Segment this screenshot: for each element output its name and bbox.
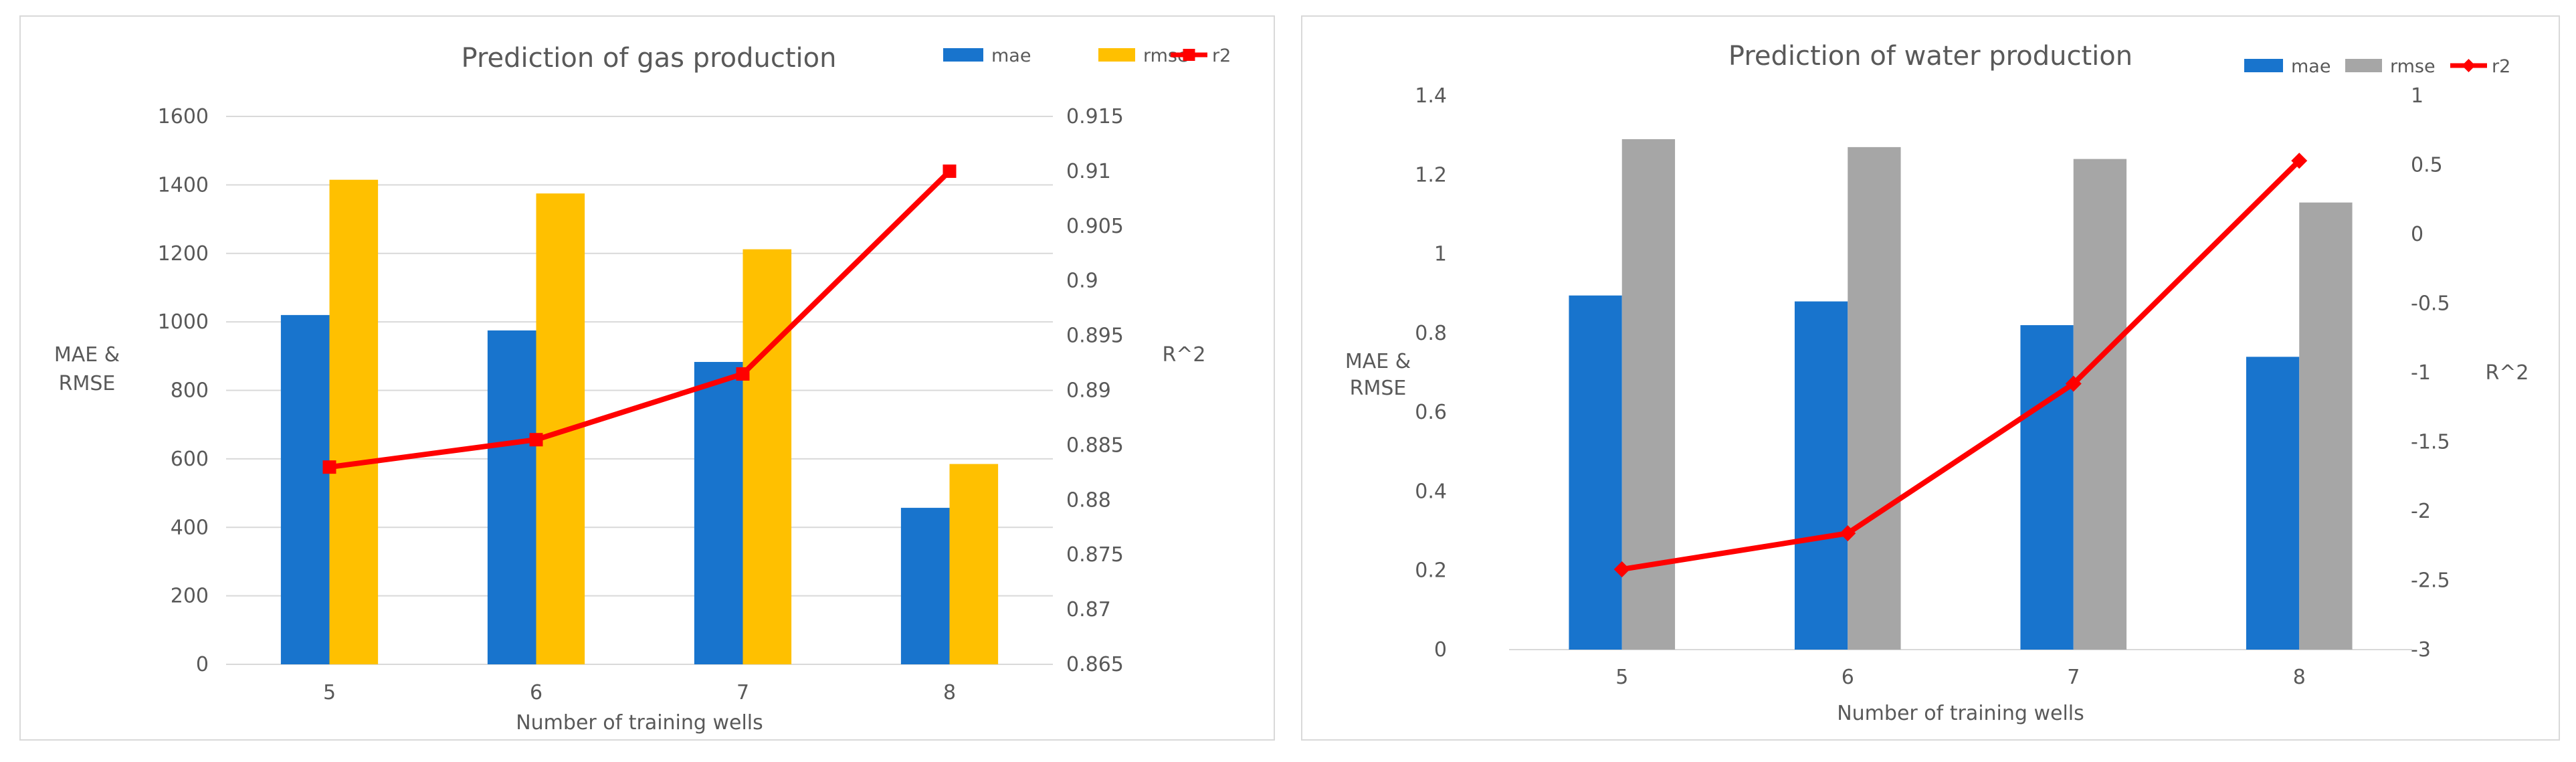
marker-r2-6 (1840, 525, 1856, 542)
y2-axis-title: R^2 (1162, 343, 1205, 367)
bar-rmse-5 (1621, 139, 1676, 650)
x-tick-label: 8 (2293, 666, 2306, 689)
chart-2: 0 0.2 0.4 0.6 0.8 1 1.2 1.4 -3 -2.5 -2 -1.5 -1 -0.5 0 0… (1301, 15, 2560, 741)
y-tick-label: 1200 (158, 242, 209, 266)
line-r2 (328, 169, 952, 470)
bar-mae-8 (900, 508, 950, 664)
y2-tick-label: 0.885 (1066, 434, 1124, 457)
legend-swatch-rmse (2345, 59, 2382, 72)
y-tick-label: 600 (171, 448, 209, 471)
y-tick-label: 0.2 (1415, 559, 1447, 583)
x-tick-label: 5 (1615, 666, 1628, 689)
x-axis-title: Number of training wells (516, 711, 763, 735)
bar-mae-8 (2246, 357, 2300, 650)
bar-mae-5 (1569, 295, 1622, 650)
legend-label-r2: r2 (1212, 45, 1231, 66)
y-tick-label: 1.4 (1415, 84, 1447, 108)
y2-tick-label: 0.905 (1066, 215, 1124, 238)
y-tick-label: 0.4 (1415, 480, 1447, 503)
bar-rmse-5 (329, 179, 379, 664)
legend-swatch-mae (2244, 59, 2283, 72)
y-axis-title-line2: RMSE (1350, 377, 1407, 400)
y2-tick-label: -0.5 (2411, 292, 2450, 316)
y2-tick-label: 0.91 (1066, 160, 1111, 183)
y-tick-label: 0 (1434, 638, 1447, 662)
marker-r2-6 (529, 433, 543, 447)
bar-mae-5 (280, 314, 330, 664)
x-tick-label: 6 (530, 681, 542, 704)
legend-label-mae: mae (991, 45, 1031, 66)
y2-tick-label: 0.875 (1066, 543, 1124, 567)
bar-rmse-7 (742, 249, 792, 664)
y-axis-title-line1: MAE & (1345, 350, 1411, 373)
y-tick-label: 0 (196, 653, 209, 676)
x-tick-label: 7 (736, 681, 749, 704)
y2-tick-label: 1 (2411, 84, 2423, 108)
y-tick-label: 1400 (158, 173, 209, 197)
y-tick-label: 400 (171, 516, 209, 539)
y2-tick-label: 0.89 (1066, 379, 1111, 403)
y2-tick-label: -1 (2411, 361, 2431, 385)
legend: mae rmse r2 (2244, 56, 2510, 77)
y-tick-label: 1.2 (1415, 163, 1447, 187)
y-tick-label: 200 (171, 585, 209, 608)
bar-mae-6 (1794, 301, 1848, 650)
y2-tick-label: 0.5 (2411, 154, 2443, 177)
marker-r2-5 (322, 460, 336, 474)
marker-r2-8 (2291, 153, 2308, 169)
bar-rmse-8 (949, 464, 999, 664)
marker-r2-5 (1613, 561, 1630, 577)
y2-tick-label: 0.9 (1066, 270, 1098, 293)
x-tick-label: 5 (323, 681, 336, 704)
legend-label-mae: mae (2291, 56, 2331, 77)
y-tick-label: 1 (1434, 243, 1447, 266)
chart-frame (1301, 15, 2560, 741)
y2-tick-label: 0.895 (1066, 324, 1124, 348)
x-tick-label: 8 (943, 681, 956, 704)
legend-swatch-mae (943, 48, 983, 62)
chart-frame (19, 15, 1275, 741)
bar-mae-6 (487, 330, 536, 664)
y-tick-label: 0.6 (1415, 401, 1447, 424)
y-tick-label: 800 (171, 379, 209, 403)
bar-rmse-6 (1848, 147, 1901, 650)
chart-title: Prediction of water production (1728, 41, 2133, 72)
marker-r2-8 (943, 164, 957, 178)
line-r2 (1621, 159, 2302, 572)
legend-marker-r2 (2462, 59, 2476, 72)
x-tick-label: 7 (2067, 666, 2080, 689)
marker-r2-7 (2065, 375, 2082, 392)
chart-1: 0 200 400 600 800 1000 1200 1400 1600 0.865 0.87 0.… (19, 15, 1275, 741)
x-axis-title: Number of training wells (1837, 702, 2084, 725)
y-tick-label: 1000 (158, 310, 209, 334)
y2-axis-title: R^2 (2485, 361, 2529, 385)
marker-r2-7 (736, 367, 750, 381)
legend-label-r2: r2 (2492, 56, 2510, 77)
y-axis-title-line2: RMSE (59, 372, 116, 395)
bar-rmse-7 (2073, 159, 2127, 650)
y2-tick-label: -2 (2411, 500, 2431, 523)
legend-marker-r2 (1183, 49, 1195, 61)
y2-tick-label: 0 (2411, 223, 2423, 246)
chart-title: Prediction of gas production (462, 43, 837, 74)
y2-tick-label: -1.5 (2411, 431, 2450, 454)
legend-label-rmse: rmse (2390, 56, 2436, 77)
y2-tick-label: 0.87 (1066, 598, 1111, 622)
bar-rmse-8 (2299, 202, 2353, 650)
legend: mae rmse r2 (943, 45, 1231, 66)
y2-tick-label: -3 (2411, 638, 2431, 662)
y2-tick-label: 0.915 (1066, 105, 1124, 128)
y2-tick-label: 0.88 (1066, 488, 1111, 512)
bar-mae-7 (694, 362, 743, 664)
x-tick-label: 6 (1842, 666, 1854, 689)
y-tick-label: 0.8 (1415, 322, 1447, 345)
legend-swatch-rmse (1098, 48, 1135, 62)
bar-mae-7 (2020, 325, 2074, 650)
y2-tick-label: -2.5 (2411, 569, 2450, 593)
y-axis-title-line1: MAE & (54, 343, 120, 367)
y-tick-label: 1600 (158, 105, 209, 128)
y2-tick-label: 0.865 (1066, 653, 1124, 676)
